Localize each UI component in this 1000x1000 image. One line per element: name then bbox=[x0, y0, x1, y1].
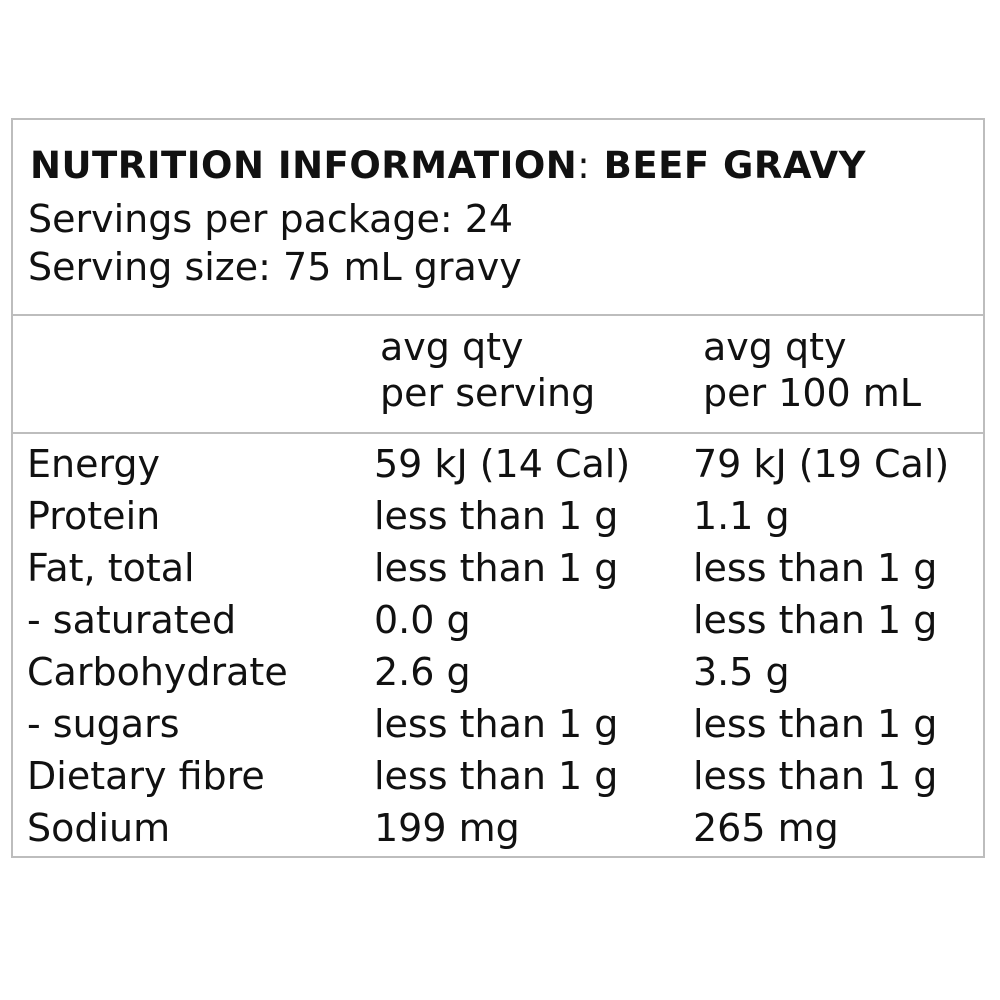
column-header-per-100ml: avg qty per 100 mL bbox=[703, 324, 921, 416]
nutrition-panel: NUTRITION INFORMATION: BEEF GRAVY Servin… bbox=[11, 118, 985, 858]
per-100ml-value: 1.1 g bbox=[693, 494, 790, 538]
per-serving-value: less than 1 g bbox=[374, 494, 619, 538]
per-serving-value: 2.6 g bbox=[374, 650, 471, 694]
nutrient-rows: Energy 59 kJ (14 Cal) 79 kJ (19 Cal) Pro… bbox=[13, 438, 983, 854]
nutrient-name: Dietary fibre bbox=[27, 754, 265, 798]
column-header-line: avg qty bbox=[703, 325, 847, 369]
column-header-line: per 100 mL bbox=[703, 371, 921, 415]
panel-title: NUTRITION INFORMATION: BEEF GRAVY bbox=[30, 144, 866, 188]
column-header-line: per serving bbox=[380, 371, 596, 415]
title-product: BEEF GRAVY bbox=[603, 144, 866, 187]
per-100ml-value: less than 1 g bbox=[693, 546, 938, 590]
table-row: Energy 59 kJ (14 Cal) 79 kJ (19 Cal) bbox=[13, 438, 983, 490]
per-serving-value: 199 mg bbox=[374, 806, 520, 850]
table-row: Fat, total less than 1 g less than 1 g bbox=[13, 542, 983, 594]
per-serving-value: 0.0 g bbox=[374, 598, 471, 642]
title-main: NUTRITION INFORMATION bbox=[30, 144, 578, 187]
nutrient-name: Energy bbox=[27, 442, 161, 486]
column-header-line: avg qty bbox=[380, 325, 524, 369]
table-row: - sugars less than 1 g less than 1 g bbox=[13, 698, 983, 750]
per-100ml-value: 265 mg bbox=[693, 806, 839, 850]
nutrient-name: Carbohydrate bbox=[27, 650, 288, 694]
table-row: Sodium 199 mg 265 mg bbox=[13, 802, 983, 854]
per-serving-value: 59 kJ (14 Cal) bbox=[374, 442, 631, 486]
per-100ml-value: less than 1 g bbox=[693, 598, 938, 642]
per-100ml-value: less than 1 g bbox=[693, 702, 938, 746]
panel-header: NUTRITION INFORMATION: BEEF GRAVY Servin… bbox=[13, 120, 983, 316]
table-row: Dietary fibre less than 1 g less than 1 … bbox=[13, 750, 983, 802]
title-separator: : bbox=[577, 144, 591, 187]
column-header-per-serving: avg qty per serving bbox=[380, 324, 595, 416]
per-serving-value: less than 1 g bbox=[374, 702, 619, 746]
per-100ml-value: 79 kJ (19 Cal) bbox=[693, 442, 950, 486]
nutrient-name: - saturated bbox=[27, 598, 237, 642]
per-100ml-value: 3.5 g bbox=[693, 650, 790, 694]
nutrient-name: Protein bbox=[27, 494, 161, 538]
nutrient-name: - sugars bbox=[27, 702, 180, 746]
table-row: Carbohydrate 2.6 g 3.5 g bbox=[13, 646, 983, 698]
per-serving-value: less than 1 g bbox=[374, 546, 619, 590]
nutrient-name: Sodium bbox=[27, 806, 171, 850]
per-serving-value: less than 1 g bbox=[374, 754, 619, 798]
table-row: - saturated 0.0 g less than 1 g bbox=[13, 594, 983, 646]
nutrient-name: Fat, total bbox=[27, 546, 195, 590]
serving-size: Serving size: 75 mL gravy bbox=[28, 245, 522, 289]
per-100ml-value: less than 1 g bbox=[693, 754, 938, 798]
table-row: Protein less than 1 g 1.1 g bbox=[13, 490, 983, 542]
column-header: avg qty per serving avg qty per 100 mL bbox=[13, 316, 983, 434]
servings-per-package: Servings per package: 24 bbox=[28, 197, 514, 241]
